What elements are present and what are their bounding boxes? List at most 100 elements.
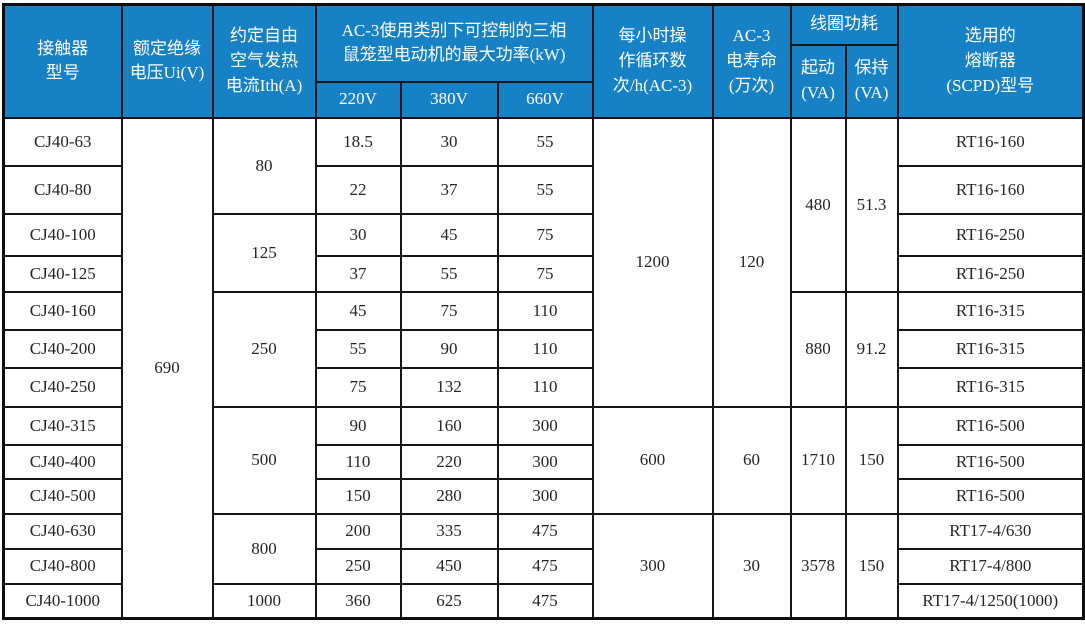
cell-model: CJ40-200: [2, 328, 123, 369]
cell-model: CJ40-500: [2, 477, 123, 515]
cell-kw-220: 360: [314, 582, 402, 620]
cell-coil-start: 3578: [789, 512, 847, 620]
cell-kw-660: 300: [496, 405, 594, 446]
cell-model: CJ40-400: [2, 443, 123, 480]
cell-model: CJ40-800: [2, 547, 123, 585]
cell-kw-380: 280: [399, 477, 499, 515]
header-voltage-220: 220V: [314, 80, 402, 119]
cell-kw-380: 450: [399, 547, 499, 585]
table-row: CJ40-1000 1000 360 625 475 RT17-4/1250(1…: [2, 582, 1085, 620]
cell-fuse: RT16-250: [896, 254, 1085, 293]
cell-model: CJ40-250: [2, 366, 123, 408]
table-row: CJ40-160 250 45 75 110 880 91.2 RT16-315: [2, 290, 1085, 408]
table-row: CJ40-200 55 90 110 RT16-315: [2, 328, 1085, 369]
table-row: CJ40-63 690 80 18.5 30 55 1200 120 480 5…: [2, 116, 1085, 620]
cell-kw-220: 150: [314, 477, 402, 515]
cell-kw-220: 30: [314, 212, 402, 257]
cell-kw-380: 335: [399, 512, 499, 550]
table-row: CJ40-400 110 220 300 RT16-500: [2, 443, 1085, 480]
cell-kw-660: 75: [496, 254, 594, 293]
cell-kw-220: 45: [314, 290, 402, 331]
cell-fuse: RT16-500: [896, 477, 1085, 515]
cell-kw-660: 300: [496, 443, 594, 480]
header-voltage-660: 660V: [496, 80, 594, 119]
cell-life: 120: [711, 116, 792, 408]
cell-kw-220: 37: [314, 254, 402, 293]
cell-kw-220: 250: [314, 547, 402, 585]
table-row: CJ40-125 37 55 75 RT16-250: [2, 254, 1085, 293]
cell-coil-start: 1710: [789, 405, 847, 515]
cell-model: CJ40-63: [2, 116, 123, 167]
cell-kw-380: 90: [399, 328, 499, 369]
header-coil-start: 起动 (VA): [789, 43, 847, 119]
contactor-spec-table: 接触器 型号 额定绝缘 电压Ui(V) 约定自由 空气发热 电流Ith(A) A…: [2, 3, 1085, 620]
cell-ith: 500: [211, 405, 317, 515]
cell-ith: 125: [211, 212, 317, 293]
cell-kw-220: 110: [314, 443, 402, 480]
cell-fuse: RT16-250: [896, 212, 1085, 257]
table-row: CJ40-500 150 280 300 RT16-500: [2, 477, 1085, 515]
cell-ith: 80: [211, 116, 317, 215]
header-thermal-current: 约定自由 空气发热 电流Ith(A): [211, 3, 317, 119]
cell-fuse: RT16-315: [896, 290, 1085, 331]
cell-fuse: RT17-4/1250(1000): [896, 582, 1085, 620]
cell-fuse: RT16-160: [896, 164, 1085, 215]
cell-kw-220: 75: [314, 366, 402, 408]
cell-model: CJ40-100: [2, 212, 123, 257]
cell-model: CJ40-125: [2, 254, 123, 293]
header-fuse-type: 选用的 熔断器 (SCPD)型号: [896, 3, 1085, 119]
header-operating-cycles: 每小时操 作循环数 次/h(AC-3): [591, 3, 714, 119]
cell-kw-660: 475: [496, 547, 594, 585]
cell-kw-660: 55: [496, 164, 594, 215]
table-row: CJ40-80 22 37 55 RT16-160: [2, 164, 1085, 215]
cell-coil-hold: 51.3: [844, 116, 899, 293]
cell-cycles: 600: [591, 405, 714, 515]
cell-kw-380: 625: [399, 582, 499, 620]
cell-kw-220: 22: [314, 164, 402, 215]
cell-life: 60: [711, 405, 792, 515]
cell-kw-660: 110: [496, 328, 594, 369]
cell-ith: 250: [211, 290, 317, 408]
cell-life: 30: [711, 512, 792, 620]
cell-kw-380: 75: [399, 290, 499, 331]
header-coil-power: 线圈功耗: [789, 3, 899, 46]
header-electrical-life: AC-3 电寿命 (万次): [711, 3, 792, 119]
cell-fuse: RT16-500: [896, 443, 1085, 480]
header-coil-hold: 保持 (VA): [844, 43, 899, 119]
cell-ith: 1000: [211, 582, 317, 620]
cell-kw-220: 18.5: [314, 116, 402, 167]
cell-coil-hold: 91.2: [844, 290, 899, 408]
cell-model: CJ40-315: [2, 405, 123, 446]
cell-fuse: RT16-500: [896, 405, 1085, 446]
cell-kw-660: 475: [496, 582, 594, 620]
cell-kw-660: 75: [496, 212, 594, 257]
cell-kw-380: 45: [399, 212, 499, 257]
cell-kw-660: 55: [496, 116, 594, 167]
cell-cycles: 1200: [591, 116, 714, 408]
cell-model: CJ40-80: [2, 164, 123, 215]
header-voltage-380: 380V: [399, 80, 499, 119]
table-row: CJ40-630 800 200 335 475 300 30 3578 150…: [2, 512, 1085, 620]
table-row: CJ40-100 125 30 45 75 RT16-250: [2, 212, 1085, 293]
cell-model: CJ40-630: [2, 512, 123, 550]
cell-kw-380: 55: [399, 254, 499, 293]
cell-kw-660: 110: [496, 366, 594, 408]
cell-kw-660: 475: [496, 512, 594, 550]
cell-fuse: RT16-315: [896, 328, 1085, 369]
header-max-motor-power: AC-3使用类别下可控制的三相 鼠笼型电动机的最大功率(kW): [314, 3, 594, 83]
cell-fuse: RT17-4/800: [896, 547, 1085, 585]
header-rated-insulation-voltage: 额定绝缘 电压Ui(V): [120, 3, 214, 119]
cell-cycles: 300: [591, 512, 714, 620]
cell-coil-start: 880: [789, 290, 847, 408]
cell-coil-start: 480: [789, 116, 847, 293]
cell-model: CJ40-160: [2, 290, 123, 331]
table-row: CJ40-250 75 132 110 RT16-315: [2, 366, 1085, 408]
cell-fuse: RT17-4/630: [896, 512, 1085, 550]
cell-fuse: RT16-160: [896, 116, 1085, 167]
table-row: CJ40-800 250 450 475 RT17-4/800: [2, 547, 1085, 585]
cell-coil-hold: 150: [844, 405, 899, 515]
cell-kw-380: 132: [399, 366, 499, 408]
table-row: CJ40-315 500 90 160 300 600 60 1710 150 …: [2, 405, 1085, 515]
cell-kw-380: 30: [399, 116, 499, 167]
